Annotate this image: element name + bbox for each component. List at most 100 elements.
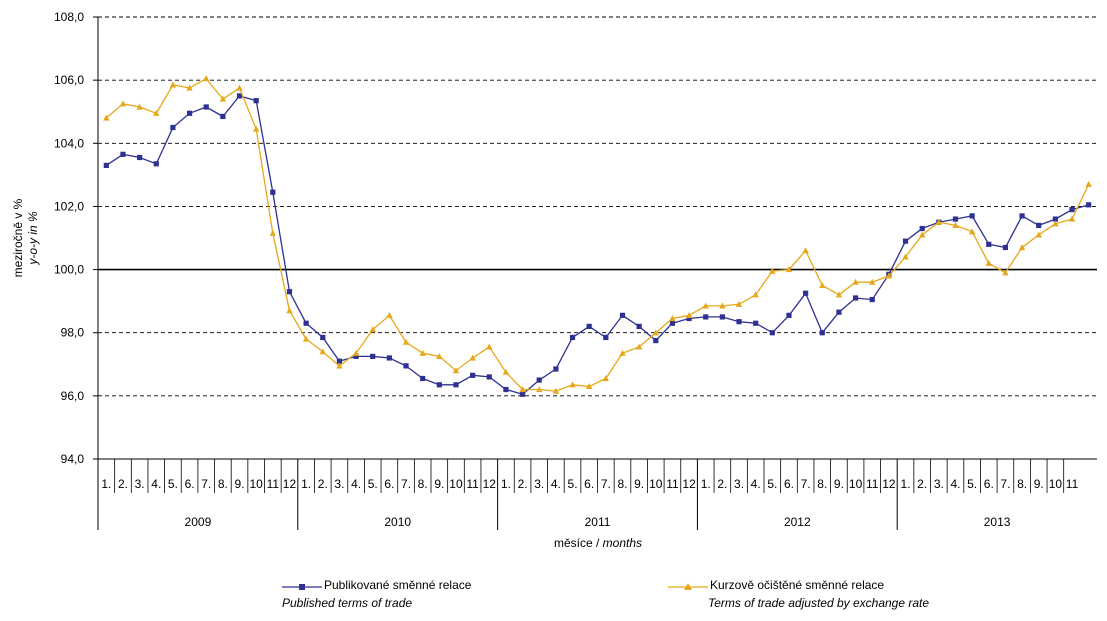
- data-point-published: [1019, 213, 1025, 219]
- y-tick-label: 104,0: [54, 136, 84, 150]
- x-tick-label-month: 4.: [151, 477, 161, 491]
- data-point-adjusted: [1068, 215, 1076, 222]
- data-point-adjusted: [1085, 180, 1092, 187]
- data-point-published: [403, 363, 409, 369]
- y-tick-label: 108,0: [54, 10, 84, 24]
- data-point-published: [386, 355, 392, 361]
- legend-label-published-en: Published terms of trade: [282, 596, 413, 610]
- data-point-adjusted: [752, 291, 759, 298]
- data-point-adjusted: [602, 375, 610, 382]
- x-tick-label-month: 5.: [767, 477, 777, 491]
- data-point-published: [536, 377, 542, 383]
- x-tick-label-month: 4.: [751, 477, 761, 491]
- x-tick-label-month: 5.: [368, 477, 378, 491]
- data-point-adjusted: [968, 228, 976, 235]
- x-tick-label-month: 9.: [235, 477, 245, 491]
- x-tick-label-month: 2.: [917, 477, 927, 491]
- x-tick-label-year: 2013: [984, 515, 1011, 529]
- data-point-adjusted: [802, 247, 809, 254]
- data-point-adjusted: [519, 386, 526, 393]
- data-point-published: [353, 353, 359, 359]
- data-point-adjusted: [869, 278, 876, 285]
- axis-labels: 94,0 96,0 98,0 100,0 102,0 104,0 106,0 108,0 1. 2…: [11, 10, 1079, 550]
- x-tick-label-month: 10: [449, 477, 463, 491]
- data-point-adjusted: [302, 335, 310, 342]
- data-point-adjusted: [635, 343, 643, 350]
- data-point-published: [919, 225, 925, 232]
- x-tick-label-month: 1.: [501, 477, 511, 491]
- data-point-adjusted: [1002, 269, 1009, 276]
- data-point-published: [603, 334, 609, 341]
- data-point-adjusted: [203, 75, 210, 82]
- data-point-adjusted: [536, 386, 543, 393]
- y-axis-title: meziročně v %: [11, 198, 25, 277]
- data-point-adjusted: [103, 114, 110, 121]
- data-point-published: [170, 124, 176, 131]
- x-tick-label-year: 2010: [384, 515, 411, 529]
- data-point-adjusted: [186, 84, 193, 91]
- y-tick-label: 98,0: [61, 326, 85, 340]
- data-point-published: [952, 216, 959, 222]
- data-point-published: [719, 314, 725, 320]
- data-point-published: [869, 296, 875, 303]
- x-tick-label-month: 12: [682, 477, 696, 491]
- x-tick-label-month: 1.: [701, 477, 711, 491]
- data-point-published: [586, 323, 592, 329]
- data-point-published: [453, 382, 459, 388]
- data-point-published: [153, 161, 159, 167]
- x-tick-label-month: 3.: [334, 477, 344, 491]
- x-tick-label-month: 4.: [950, 477, 960, 491]
- x-tick-label-month: 6.: [784, 477, 794, 491]
- x-tick-label-month: 10: [649, 477, 663, 491]
- data-point-published: [470, 372, 476, 378]
- data-point-adjusted: [785, 266, 793, 273]
- data-point-published: [286, 289, 293, 295]
- x-tick-label-year: 2011: [585, 515, 611, 529]
- data-point-published: [1052, 216, 1058, 222]
- x-tick-label-month: 10: [849, 477, 863, 491]
- data-point-adjusted: [502, 368, 510, 375]
- data-point-adjusted: [569, 381, 576, 388]
- x-tick-label-month: 2.: [118, 477, 128, 491]
- x-tick-label-month: 3.: [734, 477, 744, 491]
- data-point-published: [1086, 202, 1092, 208]
- x-tick-label-month: 8.: [817, 477, 827, 491]
- data-point-adjusted: [153, 109, 160, 116]
- legend-marker-adjusted: [668, 583, 708, 590]
- data-point-adjusted: [669, 315, 676, 322]
- x-tick-label-month: 11: [866, 477, 879, 491]
- data-point-published: [519, 391, 526, 397]
- data-point-adjusted: [552, 387, 560, 394]
- data-point-published: [103, 162, 109, 168]
- x-tick-label-month: 5.: [967, 477, 977, 491]
- data-point-adjusted: [702, 302, 709, 309]
- axes: [93, 16, 1065, 530]
- x-tick-label-month: 1.: [301, 477, 311, 491]
- data-point-adjusted: [136, 103, 143, 110]
- data-point-adjusted: [902, 253, 909, 260]
- x-tick-label-month: 11: [1066, 477, 1079, 491]
- x-tick-label-month: 10: [1049, 477, 1063, 491]
- x-tick-label-month: 3.: [135, 477, 145, 491]
- x-tick-label-month: 6.: [185, 477, 195, 491]
- data-point-published: [236, 93, 243, 99]
- data-point-adjusted: [852, 278, 859, 285]
- data-point-published: [619, 312, 626, 318]
- y-tick-label: 106,0: [54, 73, 84, 87]
- data-point-published: [1069, 206, 1075, 213]
- data-point-adjusted: [652, 329, 659, 336]
- data-point-adjusted: [769, 267, 776, 274]
- data-point-published: [370, 353, 376, 359]
- data-point-published: [186, 110, 193, 116]
- series: [103, 75, 1092, 397]
- data-point-adjusted: [286, 307, 293, 314]
- data-point-published: [320, 334, 326, 341]
- data-point-published: [636, 323, 642, 329]
- x-tick-label-month: 2.: [717, 477, 727, 491]
- data-point-adjusted: [719, 302, 726, 309]
- x-tick-label-month: 8.: [418, 477, 428, 491]
- data-point-published: [553, 366, 559, 372]
- x-tick-label-month: 11: [267, 477, 280, 491]
- x-tick-label-month: 7.: [801, 477, 811, 491]
